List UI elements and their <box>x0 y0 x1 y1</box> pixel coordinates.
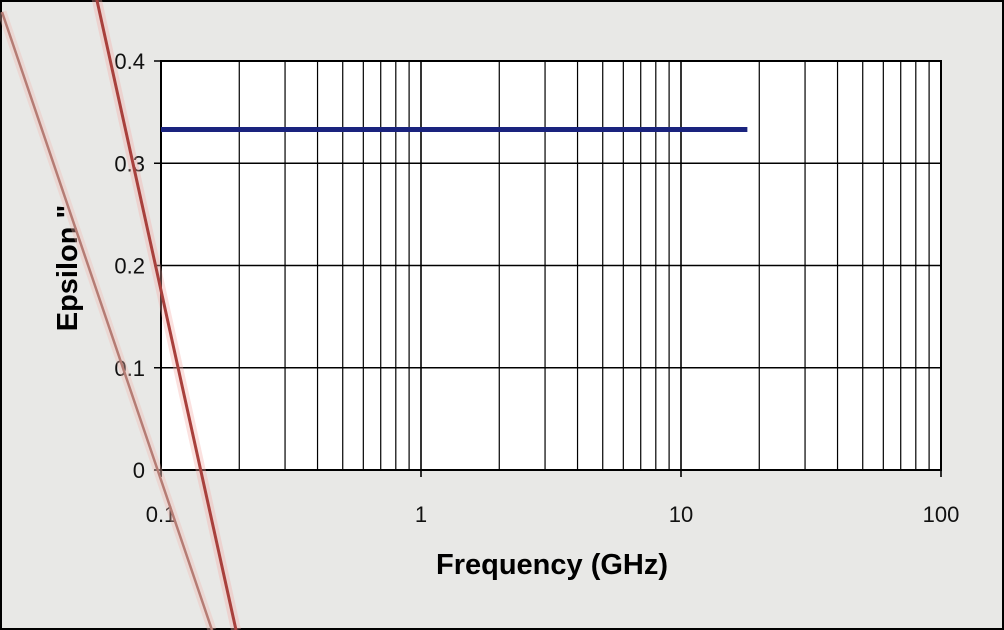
overlay-line <box>0 11 214 630</box>
y-tick-labels: 00.10.20.30.4 <box>114 49 145 483</box>
x-tick-label: 1 <box>415 502 427 527</box>
y-tick-label: 0.4 <box>114 49 145 74</box>
x-tick-label: 10 <box>669 502 693 527</box>
x-tick-label: 100 <box>923 502 960 527</box>
overlay-line <box>95 0 238 630</box>
y-axis-title: Epsilon " <box>52 205 84 332</box>
diagonal-overlay-lines <box>0 0 241 630</box>
x-axis-title: Frequency (GHz) <box>436 549 668 581</box>
y-tick-label: 0.2 <box>114 254 145 279</box>
x-tick-labels: 0.1 1 10 100 <box>146 502 960 527</box>
y-tick-label: 0 <box>133 458 145 483</box>
